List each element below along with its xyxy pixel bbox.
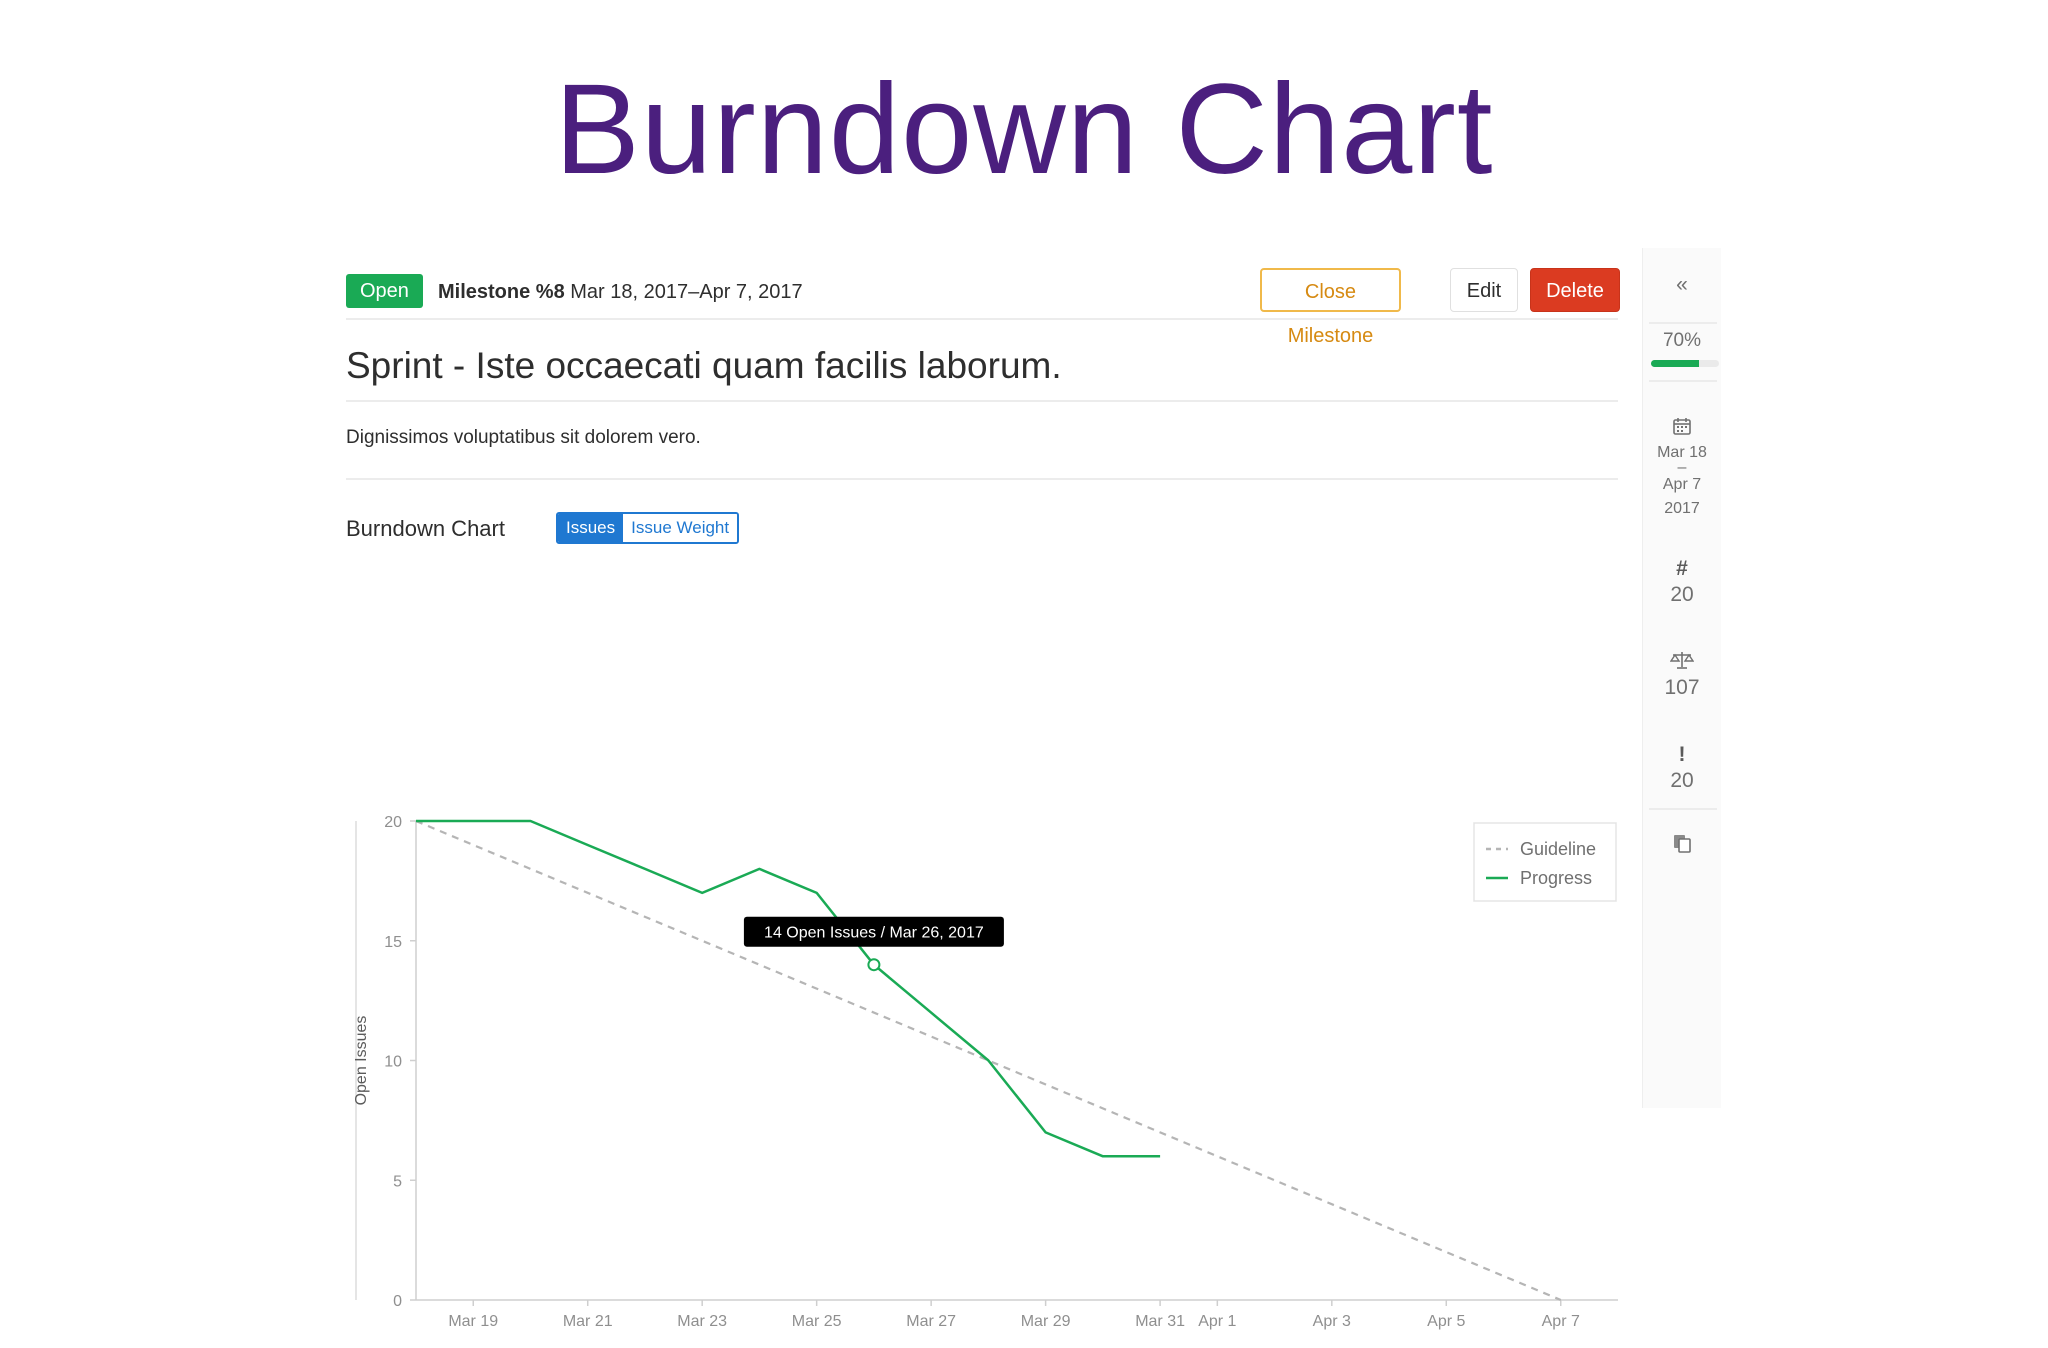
date-year: 2017 [1664,500,1700,517]
hash-icon: # [1676,557,1688,580]
x-tick-label: Mar 29 [1021,1313,1071,1330]
milestone-dates: Mar 18, 2017–Apr 7, 2017 [570,281,803,303]
x-tick-label: Mar 27 [906,1313,956,1330]
burndown-chart: Open Issues 0 5 10 15 20 Mar 19 Mar 21 Mar 23 Mar… [353,814,1618,1330]
progress-percent: 70% [1662,330,1702,351]
right-sidebar: « 70% Mar 18 – Apr 7 2017 # 20 [1642,248,1721,1108]
copy-icon [1674,835,1691,853]
date-start: Mar 18 [1657,444,1707,461]
priority-count: 20 [1670,769,1694,792]
milestone-title: Sprint - Iste occaecati quam facilis lab… [346,345,1062,386]
x-tick-label: Mar 19 [448,1313,498,1330]
copy-reference-button[interactable] [1643,832,1721,859]
slide-title: Burndown Chart [554,58,1494,201]
milestone-info: Milestone %8 Mar 18, 2017–Apr 7, 2017 [438,280,803,304]
legend-label: Progress [1520,868,1592,888]
legend-label: Guideline [1520,839,1596,859]
legend-box [1473,822,1617,902]
sidebar-dates: Mar 18 – Apr 7 2017 [1643,416,1721,521]
tooltip-box [743,916,1004,947]
chart-type-toggle: Issues Issue Weight [556,512,740,544]
toggle-issue-weight-button[interactable]: Issue Weight [623,514,738,542]
divider [1649,380,1717,382]
progress-bar-fill [1651,360,1699,367]
y-tick-label: 0 [393,1293,402,1310]
divider [346,400,1618,402]
x-tick-label: Mar 23 [677,1313,727,1330]
exclamation-icon: ! [1678,743,1686,766]
divider [346,318,1618,320]
sidebar-issues: # 20 [1643,556,1721,608]
divider [1649,808,1717,810]
x-tick-label: Apr 1 [1198,1313,1236,1330]
tooltip-text: 14 Open Issues / Mar 26, 2017 [764,925,984,942]
x-tick-label: Apr 7 [1542,1313,1580,1330]
sidebar-weight: 107 [1643,650,1721,701]
milestone-panel: Open Milestone %8 Mar 18, 2017–Apr 7, 20… [346,248,1620,1330]
tooltip-point [867,958,881,972]
sidebar-priority: ! 20 [1643,742,1721,794]
calendar-icon [1673,418,1691,435]
weight-count: 107 [1664,676,1700,699]
progress-line [416,819,1161,1158]
x-tick-label: Mar 21 [563,1313,613,1330]
milestone-header: Open Milestone %8 Mar 18, 2017–Apr 7, 20… [346,258,1620,347]
scale-icon [1669,652,1695,669]
y-tick-label: 20 [384,814,402,831]
y-tick-label: 15 [384,934,402,951]
y-tick-label: 10 [384,1054,402,1071]
chart-heading: Burndown Chart [346,516,505,541]
date-end: Apr 7 [1662,476,1702,493]
status-badge: Open [346,274,423,308]
date-separator: – [1677,459,1687,476]
collapse-sidebar-button[interactable]: « [1643,272,1721,298]
toggle-issues-button[interactable]: Issues [558,514,624,542]
progress-bar [1651,360,1719,367]
divider [346,478,1618,480]
x-tick-label: Mar 31 [1135,1313,1185,1330]
edit-button[interactable]: Edit [1450,268,1518,312]
close-milestone-button[interactable]: Close Milestone [1260,268,1401,347]
delete-button[interactable]: Delete [1530,268,1620,312]
issues-count: 20 [1670,583,1694,606]
y-tick-label: 5 [393,1173,402,1190]
milestone-description: Dignissimos voluptatibus sit dolorem ver… [346,427,701,448]
double-chevron-left-icon: « [1676,273,1688,296]
x-tick-label: Apr 5 [1427,1313,1465,1330]
divider [1649,322,1717,324]
sidebar-progress: 70% [1643,328,1721,354]
y-axis-label: Open Issues [353,1016,370,1106]
x-tick-label: Mar 25 [792,1313,842,1330]
x-tick-label: Apr 3 [1313,1313,1351,1330]
milestone-label: Milestone %8 [438,281,565,303]
